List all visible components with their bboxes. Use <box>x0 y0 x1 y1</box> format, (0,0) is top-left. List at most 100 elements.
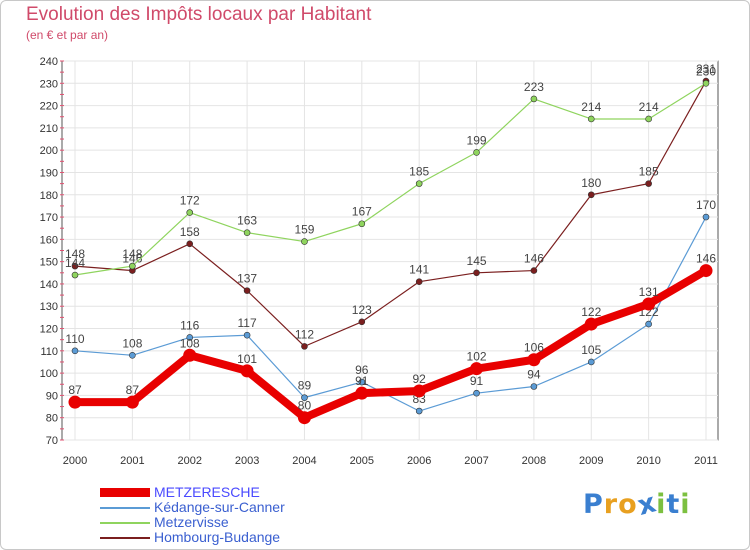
data-label-metzervisse: 223 <box>524 80 544 94</box>
data-label-metzervisse: 148 <box>122 247 142 261</box>
data-point-metzeresche <box>68 395 82 409</box>
logo-letter: i <box>656 489 667 520</box>
series-line-metzervisse <box>74 82 707 276</box>
data-point-hombourg-budange <box>473 269 480 277</box>
data-point-metzeresche <box>183 348 197 362</box>
data-point-metzeresche <box>699 264 713 278</box>
data-label-metzervisse: 167 <box>352 205 372 219</box>
data-point-hombourg-budange <box>645 180 652 187</box>
data-point-hombourg-budange <box>530 267 538 274</box>
data-point-metzervisse <box>415 180 423 187</box>
data-point-hombourg-budange <box>71 262 79 270</box>
data-point-kedange-sur-canner <box>473 389 480 397</box>
series-line-metzeresche <box>71 266 710 422</box>
data-point-kedange-sur-canner <box>186 334 194 341</box>
y-tick-label: 240 <box>40 56 58 68</box>
data-label-kedange-sur-canner: 94 <box>527 367 541 381</box>
data-point-metzervisse <box>473 149 480 156</box>
data-label-metzeresche: 87 <box>68 383 82 397</box>
data-label-metzervisse: 214 <box>639 100 659 114</box>
data-label-kedange-sur-canner: 91 <box>470 374 484 388</box>
data-label-metzeresche: 92 <box>413 372 427 386</box>
logo-letter: i <box>680 489 691 520</box>
x-tick-label: 2008 <box>522 455 546 467</box>
legend-label: Metzervisse <box>154 514 229 530</box>
legend-item-hombourg-budange: Hombourg-Budange <box>100 530 285 545</box>
data-point-metzervisse <box>358 220 366 228</box>
y-tick-label: 230 <box>40 78 58 90</box>
data-label-metzeresche: 146 <box>696 252 716 266</box>
data-point-metzeresche <box>642 297 656 311</box>
data-label-kedange-sur-canner: 89 <box>298 379 312 393</box>
y-tick-label: 220 <box>40 101 58 113</box>
x-tick-label: 2007 <box>464 455 488 467</box>
line-chart: 7080901001101201301401501601701801902002… <box>40 56 719 467</box>
data-label-hombourg-budange: 148 <box>65 247 85 261</box>
data-label-metzervisse: 144 <box>65 256 85 270</box>
data-point-metzervisse <box>587 115 595 123</box>
data-point-metzeresche <box>527 353 541 367</box>
proxiti-logo: Proxiti <box>583 487 691 522</box>
data-point-metzervisse <box>530 95 538 103</box>
legend-item-kedange-sur-canner: Kédange-sur-Canner <box>100 500 285 515</box>
data-point-metzeresche <box>584 317 598 331</box>
series-line-kedange-sur-canner <box>74 216 707 412</box>
data-point-kedange-sur-canner <box>645 320 652 328</box>
data-point-metzervisse <box>243 229 251 236</box>
y-tick-label: 80 <box>46 413 58 425</box>
data-label-hombourg-budange: 146 <box>122 252 142 266</box>
data-label-hombourg-budange: 158 <box>180 225 200 239</box>
y-tick-label: 210 <box>40 123 58 135</box>
y-tick-label: 110 <box>40 346 58 358</box>
x-tick-label: 2006 <box>407 455 431 467</box>
logo-letter: P <box>583 489 604 520</box>
data-point-kedange-sur-canner <box>243 331 251 339</box>
plot-area <box>61 60 719 441</box>
legend-item-metzeresche: METZERESCHE <box>100 485 285 500</box>
data-label-kedange-sur-canner: 116 <box>180 318 199 332</box>
logo-letter: t <box>666 489 681 520</box>
data-label-metzervisse: 159 <box>294 223 314 237</box>
data-point-kedange-sur-canner <box>702 213 710 221</box>
data-label-metzervisse: 163 <box>237 214 257 228</box>
data-label-hombourg-budange: 145 <box>467 254 487 268</box>
y-tick-label: 150 <box>40 257 58 269</box>
data-point-hombourg-budange <box>587 191 595 199</box>
data-label-metzeresche: 101 <box>237 352 257 366</box>
data-point-hombourg-budange <box>243 287 251 294</box>
data-point-kedange-sur-canner <box>415 407 423 415</box>
logo-letter: o <box>618 489 638 520</box>
data-point-metzervisse <box>129 262 136 270</box>
legend-label: METZERESCHE <box>154 484 260 500</box>
x-tick-label: 2002 <box>177 455 201 467</box>
x-tick-label: 2005 <box>350 455 374 467</box>
data-label-metzeresche: 108 <box>180 336 200 350</box>
x-tick-label: 2004 <box>292 455 316 467</box>
data-point-kedange-sur-canner <box>358 378 366 386</box>
data-label-metzervisse: 230 <box>696 64 716 78</box>
data-point-metzervisse <box>301 238 308 245</box>
legend-swatch <box>100 506 150 509</box>
y-tick-label: 140 <box>40 279 58 291</box>
x-tick-label: 2003 <box>235 455 259 467</box>
legend-swatch <box>100 521 150 524</box>
data-label-hombourg-budange: 137 <box>237 272 257 286</box>
logo-letter: r <box>603 489 619 520</box>
legend-item-metzervisse: Metzervisse <box>100 515 285 530</box>
data-point-kedange-sur-canner <box>129 351 136 359</box>
data-point-hombourg-budange <box>301 343 308 350</box>
data-label-metzeresche: 106 <box>524 341 544 355</box>
data-label-kedange-sur-canner: 108 <box>122 336 142 350</box>
y-tick-label: 180 <box>40 190 58 202</box>
data-point-metzervisse <box>702 79 710 87</box>
data-point-metzeresche <box>125 395 139 409</box>
data-label-kedange-sur-canner: 105 <box>581 343 601 357</box>
data-label-metzeresche: 87 <box>126 383 140 397</box>
data-label-metzeresche: 91 <box>355 374 369 388</box>
data-label-metzeresche: 102 <box>467 350 487 364</box>
y-tick-label: 90 <box>46 390 58 402</box>
data-label-kedange-sur-canner: 170 <box>696 198 716 212</box>
series-line-hombourg-budange <box>74 80 707 347</box>
x-tick-label: 2011 <box>694 455 718 467</box>
data-label-metzeresche: 131 <box>639 285 659 299</box>
